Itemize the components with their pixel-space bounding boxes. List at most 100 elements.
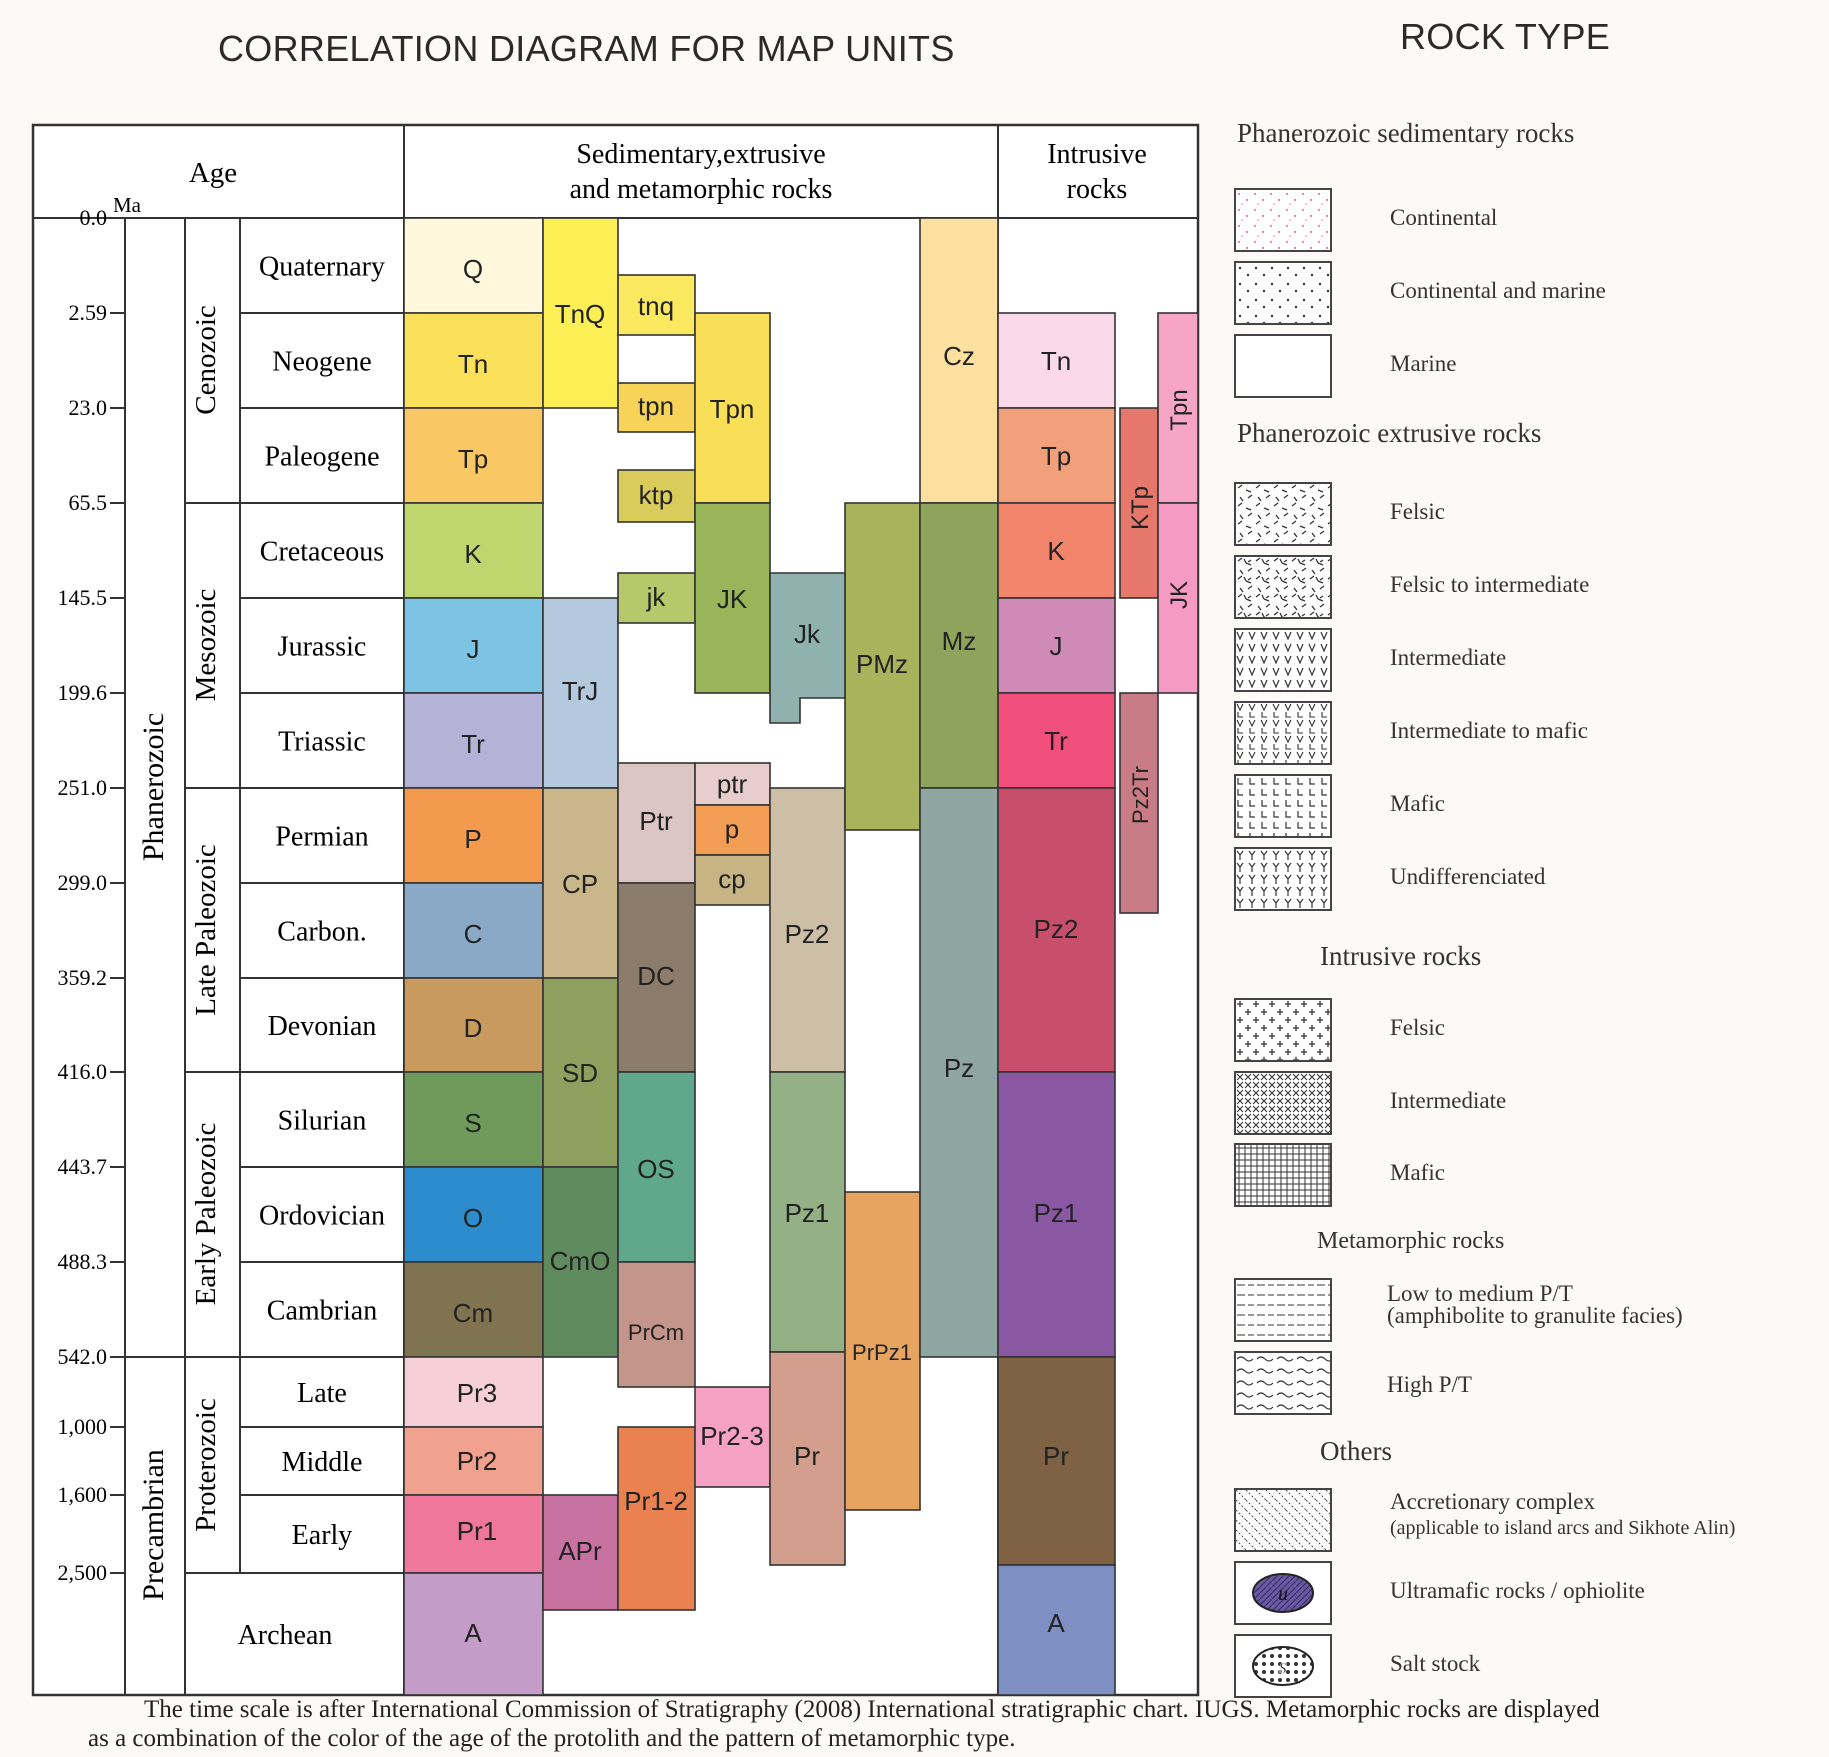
extrusive-intermediate-mafic-swatch: [1234, 701, 1332, 765]
unit-label-tp: Tp: [458, 444, 488, 474]
marine-swatch: [1234, 334, 1332, 398]
legend-label: Low to medium P/T: [1387, 1281, 1573, 1306]
unit-box-tn: [403, 312, 544, 409]
unit-box-pz1: [769, 1071, 846, 1353]
rock-type-title: ROCK TYPE: [1400, 16, 1611, 57]
legend-label: High P/T: [1387, 1372, 1472, 1397]
legend-label: Felsic: [1390, 1015, 1445, 1040]
legend-heading-others: Others: [1320, 1436, 1392, 1466]
unit-label-pr3: Pr3: [457, 1378, 497, 1408]
unit-box-pr1-2: [617, 1426, 696, 1611]
legend-heading-intrusive: Intrusive rocks: [1320, 941, 1482, 971]
time-tick-label: 1,600: [58, 1482, 108, 1507]
header-age: Age: [189, 157, 237, 189]
legend-label: Salt stock: [1390, 1651, 1481, 1676]
time-tick-label: 299.0: [58, 870, 108, 895]
legend-heading-extrusive: Phanerozoic extrusive rocks: [1237, 418, 1542, 448]
era-label-cenozoic: Cenozoic: [190, 305, 222, 415]
unit-label-pr: Pr: [1043, 1441, 1069, 1471]
extrusive-mafic-swatch: [1234, 774, 1332, 838]
time-tick-label: 359.2: [58, 965, 108, 990]
unit-box-a-intrusive: [997, 1564, 1116, 1696]
unit-box-pr3: [403, 1356, 544, 1428]
time-tick-label: 145.5: [58, 585, 108, 610]
unit-label-q: Q: [463, 254, 483, 284]
footnote-line1: The time scale is after International Co…: [144, 1696, 1600, 1723]
time-tick-label: 488.3: [58, 1249, 108, 1274]
unit-box-o: [403, 1166, 544, 1263]
period-label: Triassic: [278, 727, 366, 758]
legend-item-intrusive-intermediate: Intermediate: [1230, 1071, 1829, 1141]
period-label: Carbon.: [277, 917, 366, 948]
legend-item-extrusive-felsic: Felsic: [1230, 482, 1829, 552]
legend-label: Intermediate to mafic: [1390, 718, 1588, 743]
unit-label-k: K: [464, 539, 482, 569]
unit-box-pr2: [403, 1426, 544, 1496]
extrusive-felsic-swatch: [1234, 482, 1332, 546]
legend-item-accretionary: Accretionary complex (applicable to isla…: [1230, 1488, 1829, 1558]
unit-box-ktp: [617, 469, 696, 523]
legend-label: Felsic to intermediate: [1390, 572, 1590, 597]
unit-label-tp: Tp: [1041, 441, 1071, 471]
legend-item-continental: Continental: [1230, 188, 1829, 258]
legend-heading-sedimentary: Phanerozoic sedimentary rocks: [1237, 118, 1575, 148]
era-label-proterozoic: Proterozoic: [190, 1398, 222, 1532]
unit-box-trj: [542, 597, 619, 789]
unit-box-pz: [919, 787, 999, 1358]
unit-label-tnq: tnq: [638, 291, 674, 321]
continental-marine-swatch: [1234, 261, 1332, 325]
unit-label-p: p: [725, 814, 739, 844]
unit-label-jk: JK: [717, 584, 748, 614]
low-medium-pt-swatch: [1234, 1278, 1332, 1342]
footnote: The time scale is after International Co…: [88, 1695, 1808, 1753]
unit-label-s: S: [464, 1108, 481, 1138]
unit-label-ktp: KTp: [1127, 486, 1154, 530]
unit-label-jk: Jk: [794, 619, 821, 649]
time-tick-label: 2.59: [69, 300, 108, 325]
unit-label-tpn: tpn: [638, 391, 674, 421]
unit-label-o: O: [463, 1203, 483, 1233]
unit-box-cm: [403, 1261, 544, 1358]
time-tick-label: 0.0: [80, 205, 108, 230]
unit-label-j: J: [1050, 631, 1063, 661]
period-label: Permian: [275, 822, 368, 853]
header-intrusive-line2: rocks: [1067, 174, 1128, 205]
unit-label-cz: Cz: [943, 341, 975, 371]
time-tick-label: 2,500: [58, 1560, 108, 1585]
unit-label-dc: DC: [637, 961, 675, 991]
unit-box-ptr: [694, 762, 771, 806]
legend-item-extrusive-intermediate: Intermediate: [1230, 628, 1829, 698]
legend-item-ultramafic: u Ultramafic rocks / ophiolite: [1230, 1561, 1829, 1631]
footnote-line2: as a combination of the color of the age…: [88, 1725, 1016, 1752]
unit-label-tnq: TnQ: [555, 299, 606, 329]
time-tick-label: 416.0: [58, 1059, 108, 1084]
unit-box-jk-intrusive: [1157, 502, 1199, 694]
unit-label-tpn: Tpn: [710, 394, 755, 424]
unit-box-a: [403, 1572, 544, 1696]
unit-box-pr1: [403, 1494, 544, 1574]
unit-box-tp-intrusive: [997, 407, 1116, 504]
unit-label-apr: APr: [558, 1536, 602, 1566]
unit-box-cz: [919, 217, 999, 504]
extrusive-undifferenciated-swatch: [1234, 847, 1332, 911]
unit-label-cmo: CmO: [550, 1246, 611, 1276]
header-sedimentary-line1: Sedimentary,extrusive: [576, 139, 825, 170]
header-intrusive-line1: Intrusive: [1047, 139, 1147, 170]
unit-box-k: [403, 502, 544, 599]
period-label: Devonian: [268, 1011, 377, 1042]
unit-box-tp: [403, 407, 544, 504]
unit-label-ptr: Ptr: [639, 806, 673, 836]
extrusive-intermediate-swatch: [1234, 628, 1332, 692]
time-tick-label: 23.0: [69, 395, 108, 420]
time-tick-label: 1,000: [58, 1414, 108, 1439]
diagram-title: CORRELATION DIAGRAM FOR MAP UNITS: [218, 28, 955, 69]
continental-swatch: [1234, 188, 1332, 252]
unit-box-pr: [769, 1351, 846, 1566]
legend-label: Undifferenciated: [1390, 864, 1546, 889]
time-tick-label: 65.5: [69, 490, 108, 515]
unit-box-pr-intrusive: [997, 1356, 1116, 1566]
intrusive-intermediate-swatch: [1234, 1071, 1332, 1135]
period-label: Cretaceous: [260, 537, 384, 568]
header-ma: Ma: [113, 193, 142, 217]
legend-label: Ultramafic rocks / ophiolite: [1390, 1578, 1645, 1603]
